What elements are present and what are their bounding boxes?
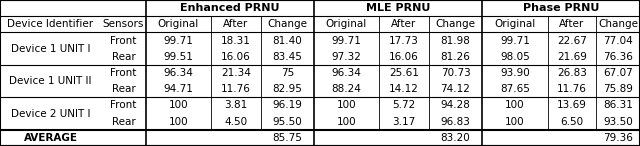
Text: 94.28: 94.28	[440, 100, 470, 110]
Text: Device 1 UNIT I: Device 1 UNIT I	[11, 44, 90, 54]
Text: 5.72: 5.72	[392, 100, 415, 110]
Text: 100: 100	[505, 117, 525, 127]
Text: 96.83: 96.83	[440, 117, 470, 127]
Text: 97.32: 97.32	[332, 52, 362, 62]
Text: 96.19: 96.19	[273, 100, 303, 110]
Text: Change: Change	[268, 19, 307, 29]
Text: 3.81: 3.81	[225, 100, 248, 110]
Text: 74.12: 74.12	[440, 84, 470, 94]
Text: Front: Front	[110, 36, 137, 46]
Text: 81.98: 81.98	[440, 36, 470, 46]
Text: 76.36: 76.36	[603, 52, 633, 62]
Text: 26.83: 26.83	[557, 68, 587, 78]
Text: 81.40: 81.40	[273, 36, 302, 46]
Text: 22.67: 22.67	[557, 36, 587, 46]
Text: 77.04: 77.04	[603, 36, 633, 46]
Text: 94.71: 94.71	[164, 84, 193, 94]
Text: Rear: Rear	[111, 52, 136, 62]
Text: 95.50: 95.50	[273, 117, 302, 127]
Text: 93.50: 93.50	[603, 117, 633, 127]
Text: 14.12: 14.12	[389, 84, 419, 94]
Text: 100: 100	[169, 100, 188, 110]
Text: Original: Original	[326, 19, 367, 29]
Text: Device 2 UNIT I: Device 2 UNIT I	[11, 109, 90, 119]
Text: 13.69: 13.69	[557, 100, 587, 110]
Text: 99.51: 99.51	[164, 52, 193, 62]
Text: 81.26: 81.26	[440, 52, 470, 62]
Text: AVERAGE: AVERAGE	[24, 133, 77, 143]
Text: 11.76: 11.76	[557, 84, 587, 94]
Text: 3.17: 3.17	[392, 117, 415, 127]
Text: 6.50: 6.50	[561, 117, 584, 127]
Text: 83.45: 83.45	[273, 52, 303, 62]
Text: 86.31: 86.31	[603, 100, 633, 110]
Text: Rear: Rear	[111, 117, 136, 127]
Text: 100: 100	[337, 100, 356, 110]
Text: 16.06: 16.06	[221, 52, 251, 62]
Text: 21.69: 21.69	[557, 52, 587, 62]
Text: 17.73: 17.73	[389, 36, 419, 46]
Text: 96.34: 96.34	[164, 68, 193, 78]
Text: 88.24: 88.24	[332, 84, 362, 94]
Text: 100: 100	[169, 117, 188, 127]
Text: 16.06: 16.06	[389, 52, 419, 62]
Text: Front: Front	[110, 68, 137, 78]
Text: Sensors: Sensors	[103, 19, 144, 29]
Text: 85.75: 85.75	[273, 133, 303, 143]
Text: 82.95: 82.95	[273, 84, 303, 94]
Text: Device 1 UNIT II: Device 1 UNIT II	[9, 76, 92, 86]
Text: After: After	[223, 19, 248, 29]
Text: 87.65: 87.65	[500, 84, 530, 94]
Text: 75: 75	[281, 68, 294, 78]
Text: 11.76: 11.76	[221, 84, 251, 94]
Text: Change: Change	[598, 19, 638, 29]
Text: After: After	[559, 19, 584, 29]
Text: 75.89: 75.89	[603, 84, 633, 94]
Text: 100: 100	[505, 100, 525, 110]
Text: 83.20: 83.20	[440, 133, 470, 143]
Text: After: After	[392, 19, 417, 29]
Text: Original: Original	[158, 19, 199, 29]
Text: 4.50: 4.50	[225, 117, 248, 127]
Text: Device Identifier: Device Identifier	[8, 19, 93, 29]
Text: 21.34: 21.34	[221, 68, 251, 78]
Text: 18.31: 18.31	[221, 36, 251, 46]
Text: 70.73: 70.73	[440, 68, 470, 78]
Text: 99.71: 99.71	[500, 36, 530, 46]
Text: Change: Change	[435, 19, 476, 29]
Text: 99.71: 99.71	[164, 36, 193, 46]
Text: Rear: Rear	[111, 84, 136, 94]
Text: MLE PRNU: MLE PRNU	[366, 3, 430, 13]
Text: 96.34: 96.34	[332, 68, 362, 78]
Text: Enhanced PRNU: Enhanced PRNU	[180, 3, 280, 13]
Text: 67.07: 67.07	[603, 68, 633, 78]
Text: 93.90: 93.90	[500, 68, 530, 78]
Text: 100: 100	[337, 117, 356, 127]
Text: 25.61: 25.61	[389, 68, 419, 78]
Text: Original: Original	[494, 19, 536, 29]
Text: 98.05: 98.05	[500, 52, 530, 62]
Text: Phase PRNU: Phase PRNU	[523, 3, 599, 13]
Text: Front: Front	[110, 100, 137, 110]
Text: 79.36: 79.36	[603, 133, 633, 143]
Text: 99.71: 99.71	[332, 36, 362, 46]
